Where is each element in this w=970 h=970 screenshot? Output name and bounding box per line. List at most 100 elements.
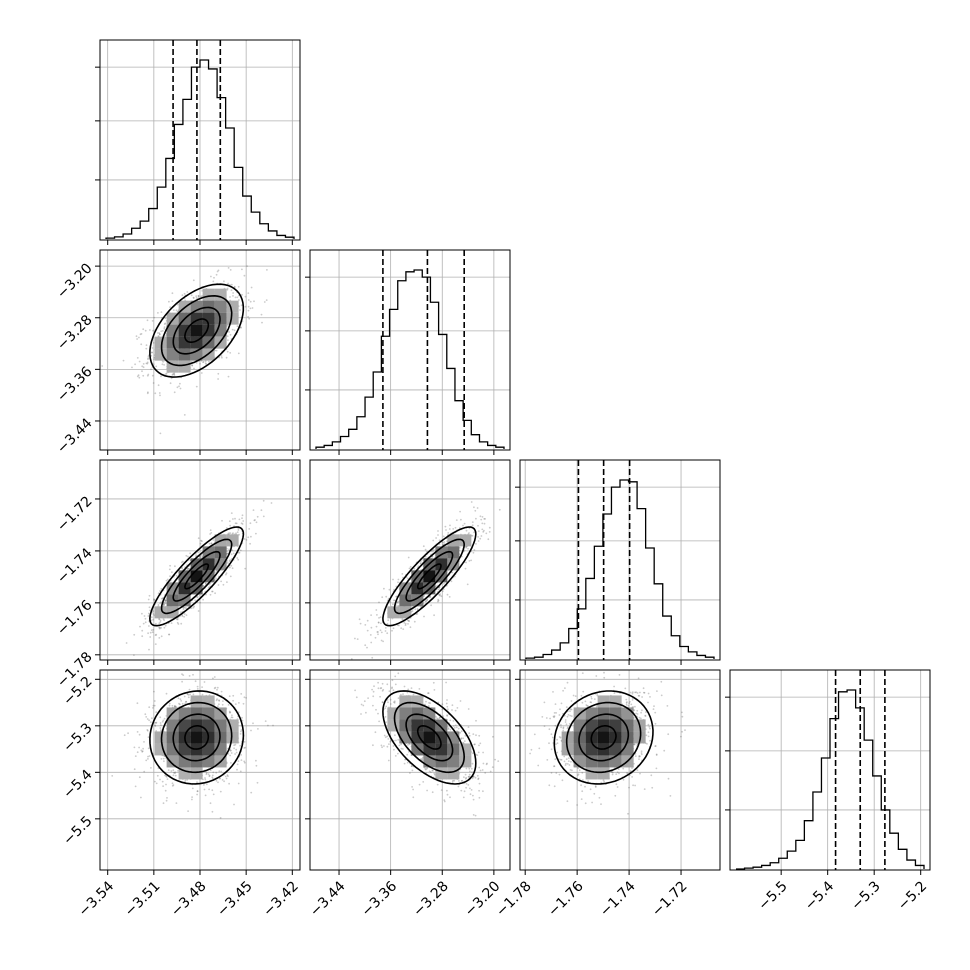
scatter-point <box>136 731 139 733</box>
scatter-point <box>203 784 205 786</box>
scatter-point <box>249 307 252 310</box>
scatter-point <box>454 709 457 712</box>
scatter-point <box>476 507 479 509</box>
scatter-point <box>237 782 240 785</box>
scatter-point <box>443 582 445 585</box>
scatter-point <box>147 632 150 635</box>
scatter-point <box>243 760 246 763</box>
scatter-point <box>147 747 150 750</box>
scatter-point <box>424 548 427 551</box>
scatter-point <box>397 581 399 584</box>
scatter-point <box>166 578 169 581</box>
scatter-point <box>171 785 174 787</box>
scatter-point <box>163 326 166 329</box>
contour-line <box>160 538 233 615</box>
panel-content <box>354 672 500 817</box>
scatter-point <box>222 700 224 702</box>
scatter-point <box>403 621 406 624</box>
scatter-point <box>447 532 450 534</box>
scatter-point <box>384 627 387 629</box>
scatter-point <box>196 781 198 784</box>
scatter-point <box>147 615 150 617</box>
scatter-point <box>137 374 140 377</box>
scatter-point <box>145 347 148 350</box>
scatter-point <box>171 571 173 574</box>
scatter-point <box>215 771 218 774</box>
density-cell <box>202 312 215 325</box>
scatter-point <box>485 532 488 535</box>
y-tick-label: −1.74 <box>54 545 96 587</box>
scatter-point <box>209 533 212 535</box>
scatter-point <box>392 689 395 692</box>
scatter-point <box>397 604 399 607</box>
scatter-point <box>154 634 157 636</box>
panel-0-0 <box>95 39 301 245</box>
scatter-point <box>371 656 374 659</box>
scatter-point <box>239 733 242 735</box>
scatter-point <box>396 600 399 603</box>
scatter-point <box>213 276 215 279</box>
scatter-point <box>165 334 168 337</box>
density-cell <box>226 534 239 547</box>
scatter-point <box>232 699 235 702</box>
scatter-point <box>204 582 207 585</box>
scatter-point <box>146 729 149 731</box>
panel-frame <box>99 459 301 661</box>
histogram-step <box>315 269 505 449</box>
scatter-point <box>152 618 155 621</box>
scatter-point <box>199 542 202 545</box>
scatter-point <box>172 774 175 777</box>
scatter-point <box>402 693 404 695</box>
scatter-point <box>212 777 214 780</box>
panel-frame <box>309 459 511 661</box>
scatter-point <box>425 600 428 603</box>
scatter-point <box>213 676 216 678</box>
scatter-point <box>251 307 254 309</box>
scatter-point <box>140 343 143 346</box>
scatter-point <box>144 621 147 624</box>
scatter-point <box>255 532 257 535</box>
scatter-point <box>392 578 394 581</box>
scatter-point <box>211 776 214 779</box>
scatter-point <box>474 814 477 817</box>
scatter-point <box>155 782 158 785</box>
scatter-point <box>438 594 441 596</box>
scatter-point <box>127 662 129 664</box>
density-cell <box>190 767 203 780</box>
scatter-point <box>359 622 362 625</box>
scatter-point <box>234 753 237 755</box>
scatter-point <box>147 391 149 394</box>
panel-3-1: −3.44 −3.36 −3.28 −3.20 <box>305 669 511 920</box>
scatter-point <box>133 768 136 771</box>
scatter-point <box>234 241 236 243</box>
scatter-point <box>239 744 242 747</box>
scatter-point <box>204 362 207 365</box>
scatter-point <box>162 360 165 363</box>
scatter-point <box>255 521 258 524</box>
scatter-point <box>443 799 446 801</box>
scatter-point <box>153 316 156 319</box>
scatter-point <box>392 627 395 630</box>
scatter-point <box>204 778 207 781</box>
scatter-point <box>165 579 168 582</box>
scatter-point <box>431 791 434 794</box>
scatter-point <box>215 349 218 352</box>
scatter-point <box>466 583 469 586</box>
scatter-point <box>134 785 137 788</box>
scatter-point <box>142 747 145 750</box>
scatter-point <box>192 279 195 282</box>
scatter-point <box>161 597 164 600</box>
scatter-point <box>460 738 463 740</box>
scatter-point <box>217 372 220 375</box>
scatter-point <box>179 387 182 390</box>
scatter-point <box>247 315 250 318</box>
scatter-point <box>208 360 210 363</box>
scatter-point <box>400 743 402 746</box>
panel-content <box>350 501 501 660</box>
scatter-point <box>376 631 379 633</box>
scatter-point <box>366 646 368 649</box>
scatter-point <box>474 509 477 512</box>
scatter-point <box>136 751 139 754</box>
scatter-point <box>404 624 407 626</box>
scatter-point <box>380 622 382 625</box>
